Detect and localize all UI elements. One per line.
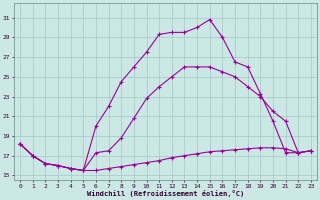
X-axis label: Windchill (Refroidissement éolien,°C): Windchill (Refroidissement éolien,°C) — [87, 190, 244, 197]
